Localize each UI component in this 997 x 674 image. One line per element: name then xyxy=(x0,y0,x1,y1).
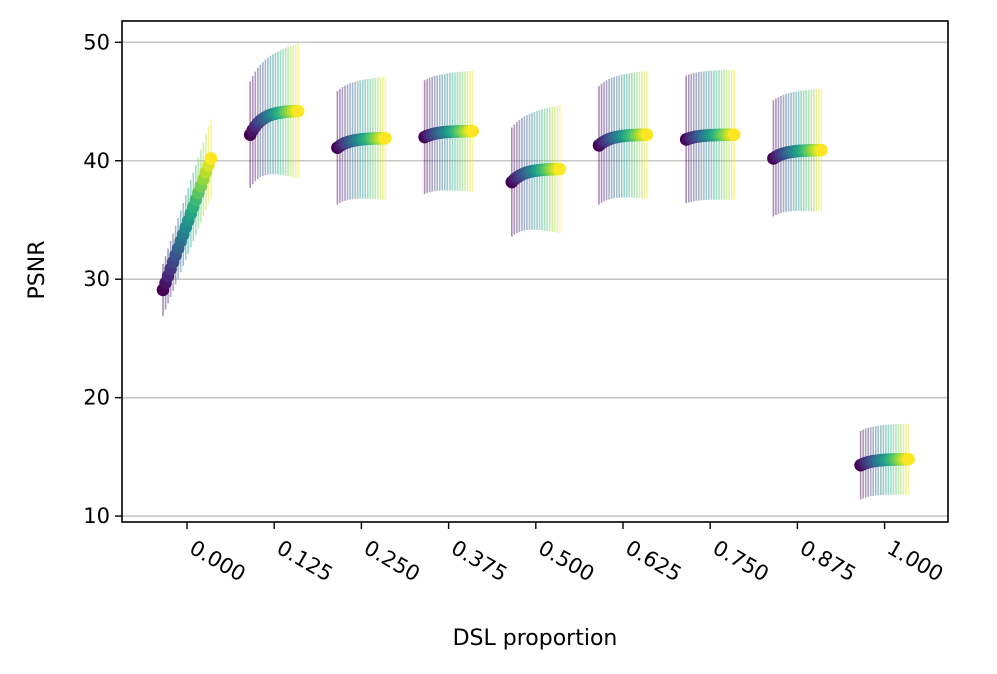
point-group xyxy=(331,131,392,155)
point-group xyxy=(156,152,218,297)
data-point xyxy=(640,128,654,142)
x-tick-label: 0.750 xyxy=(709,536,773,587)
y-axis-label: PSNR xyxy=(25,241,50,300)
grid-lines xyxy=(122,41,948,517)
point-group xyxy=(592,128,654,152)
x-tick-label: 1.000 xyxy=(883,536,947,587)
x-axis-ticks: 0.000 0.125 0.250 0.375 0.500 0.625 0.750 0.875… xyxy=(186,522,947,587)
x-tick-label: 0.875 xyxy=(796,536,860,587)
y-tick-label: 40 xyxy=(83,149,110,173)
point-group xyxy=(243,104,305,142)
y-tick-label: 10 xyxy=(83,504,110,528)
x-tick-label: 0.250 xyxy=(360,536,424,587)
y-axis-ticks: 10 20 30 40 50 xyxy=(83,30,122,528)
x-tick-label: 0.500 xyxy=(534,536,598,587)
x-tick-label: 0.375 xyxy=(447,536,511,587)
x-axis-label: DSL proportion xyxy=(453,626,618,651)
plot-frame xyxy=(121,20,949,523)
y-tick-label: 30 xyxy=(83,267,110,291)
data-point xyxy=(466,124,479,138)
data-point xyxy=(291,104,305,118)
data-point xyxy=(727,128,741,142)
point-group xyxy=(854,452,915,472)
data-point xyxy=(902,452,915,466)
point-group xyxy=(505,162,567,189)
x-tick-label: 0.125 xyxy=(273,536,337,587)
data-points xyxy=(156,104,915,472)
data-point xyxy=(815,143,828,157)
point-group xyxy=(767,143,828,165)
data-point xyxy=(204,152,218,165)
point-group xyxy=(418,124,479,144)
point-group xyxy=(679,128,741,146)
x-tick-label: 0.625 xyxy=(622,536,686,587)
y-tick-label: 50 xyxy=(83,30,110,54)
data-point xyxy=(553,162,567,176)
data-point xyxy=(379,131,392,145)
x-tick-label: 0.000 xyxy=(186,536,250,587)
y-tick-label: 20 xyxy=(83,386,110,410)
